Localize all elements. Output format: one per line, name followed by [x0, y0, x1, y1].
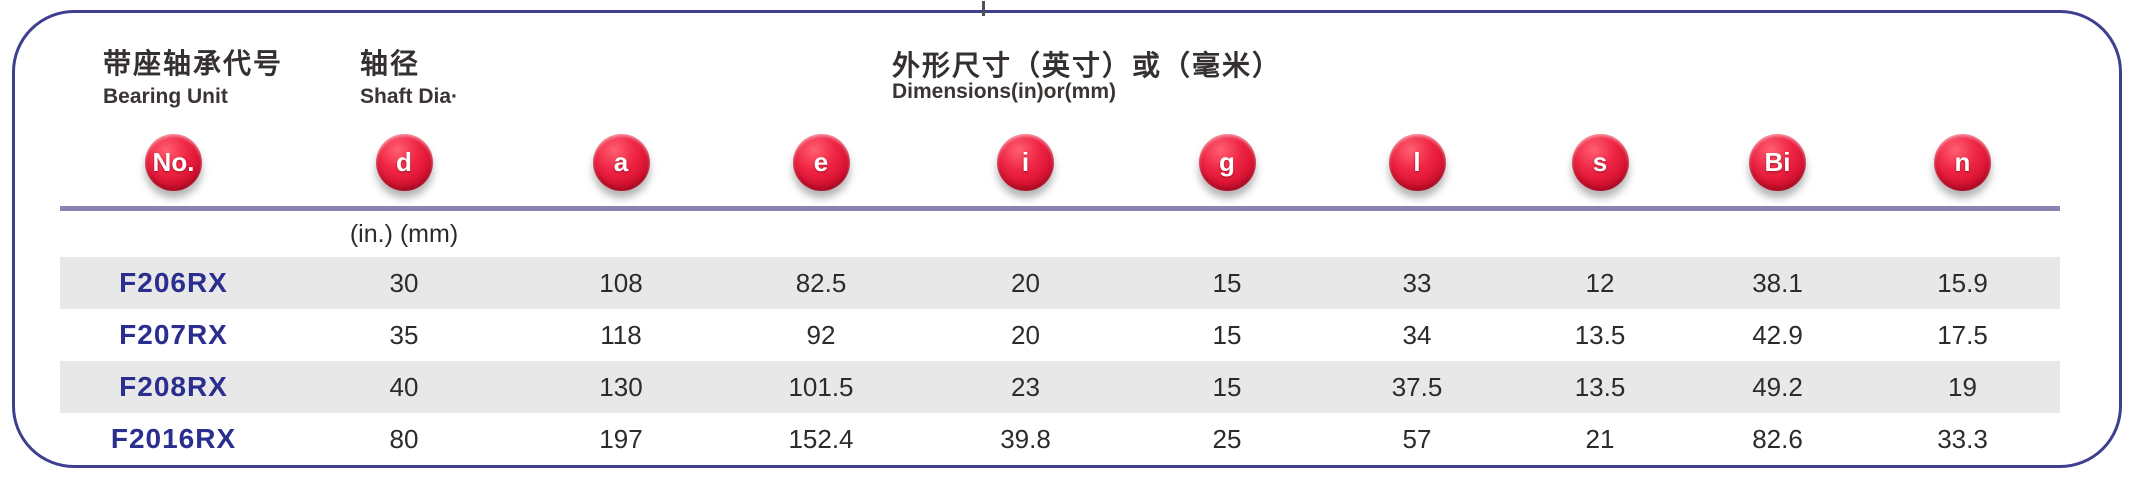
- bearing-unit-header-zh: 带座轴承代号: [103, 48, 284, 79]
- column-badge-e: e: [792, 133, 850, 191]
- value-cell: 108: [521, 257, 721, 309]
- dimensions-header-en: Dimensions(in)or(mm): [892, 80, 1117, 103]
- column-badge-s: s: [1571, 133, 1629, 191]
- column-badge-label: a: [613, 147, 629, 177]
- value-cell: 15: [1130, 257, 1324, 309]
- value-cell: 80: [389, 423, 419, 454]
- empty-cell: [521, 209, 721, 258]
- column-badge-g: g: [1198, 133, 1256, 191]
- bearing-spec-table: No. d a e i g l s Bi n (in.) (mm) F206RX 30 108 82.5…: [60, 124, 2060, 465]
- column-badge-bi: Bi: [1749, 133, 1806, 191]
- unit-note-cell: (in.) (mm): [349, 219, 459, 248]
- value-cell: 15: [1130, 361, 1324, 413]
- column-badge-no: No.: [145, 133, 202, 191]
- value-cell: 42.9: [1752, 319, 1803, 350]
- tick-mark: [982, 1, 985, 16]
- value-cell: 17.5: [1937, 319, 1988, 350]
- value-cell: 57: [1402, 423, 1432, 454]
- value-cell: 33: [1324, 257, 1510, 309]
- column-badge-i: i: [997, 133, 1054, 191]
- value-cell: 39.8: [1000, 423, 1051, 454]
- column-header-cell: e: [721, 124, 921, 211]
- column-badge-label: No.: [152, 147, 195, 177]
- value-cell: 82.6: [1752, 423, 1803, 454]
- column-badge-l: l: [1388, 133, 1446, 191]
- column-header-cell: d: [287, 124, 521, 211]
- value-cell: 197: [599, 423, 643, 454]
- table-row-f207rx: F207RX 35 118 92 20 15 34 13.5 42.9 17.5: [60, 309, 2060, 361]
- value-cell: 20: [921, 257, 1130, 309]
- bearing-name-cell: F207RX: [119, 319, 228, 350]
- column-header-cell: l: [1324, 124, 1510, 211]
- shaft-dia-header-en: Shaft Dia·: [360, 85, 459, 108]
- value-cell: 82.5: [721, 257, 921, 309]
- value-cell: 118: [600, 319, 642, 350]
- column-badge-row: No. d a e i g l s Bi n: [60, 124, 2060, 211]
- empty-cell: [1865, 209, 2060, 258]
- value-cell: 49.2: [1690, 361, 1865, 413]
- bearing-name-cell: F208RX: [60, 361, 287, 413]
- column-header-cell: g: [1130, 124, 1324, 211]
- value-cell: 15: [1212, 319, 1242, 350]
- column-header-cell: Bi: [1690, 124, 1865, 211]
- table-border-panel: 带座轴承代号 Bearing Unit 轴径 Shaft Dia· 外形尺寸（英…: [12, 10, 2122, 468]
- dimensions-header-zh: 外形尺寸（英寸）或（毫米）: [892, 50, 1283, 81]
- shaft-dia-header-zh: 轴径: [360, 48, 421, 79]
- column-badge-a: a: [592, 133, 650, 191]
- column-badge-label: Bi: [1764, 147, 1791, 177]
- column-badge-n: n: [1934, 133, 1991, 191]
- column-header-cell: n: [1865, 124, 2060, 211]
- empty-cell: [60, 209, 287, 258]
- column-badge-label: e: [813, 147, 829, 177]
- value-cell: 20: [1011, 319, 1040, 350]
- value-cell: 34: [1402, 319, 1432, 350]
- column-badge-label: l: [1413, 147, 1421, 177]
- empty-cell: [921, 209, 1130, 258]
- value-cell: 35: [389, 319, 419, 350]
- value-cell: 40: [287, 361, 521, 413]
- value-cell: 23: [921, 361, 1130, 413]
- value-cell: 15.9: [1865, 257, 2060, 309]
- value-cell: 38.1: [1690, 257, 1865, 309]
- column-badge-d: d: [375, 133, 433, 191]
- unit-note-row: (in.) (mm): [60, 209, 2060, 258]
- table-row-f208rx: F208RX 40 130 101.5 23 15 37.5 13.5 49.2 19: [60, 361, 2060, 413]
- column-badge-label: i: [1021, 147, 1030, 177]
- value-cell: 19: [1865, 361, 2060, 413]
- value-cell: 152.4: [788, 423, 854, 454]
- empty-cell: [1690, 209, 1865, 258]
- value-cell: 21: [1585, 423, 1615, 454]
- value-cell: 33.3: [1937, 423, 1988, 454]
- value-cell: 92: [806, 319, 836, 350]
- empty-cell: [721, 209, 921, 258]
- bearing-name-cell: F2016RX: [110, 423, 237, 454]
- value-cell: 101.5: [721, 361, 921, 413]
- column-header-cell: a: [521, 124, 721, 211]
- column-header-cell: i: [921, 124, 1130, 211]
- value-cell: 30: [287, 257, 521, 309]
- value-cell: 12: [1510, 257, 1690, 309]
- empty-cell: [1510, 209, 1690, 258]
- value-cell: 13.5: [1510, 361, 1690, 413]
- column-badge-label: g: [1219, 147, 1235, 177]
- value-cell: 13.5: [1574, 319, 1626, 350]
- column-badge-label: n: [1954, 147, 1971, 177]
- empty-cell: [1130, 209, 1324, 258]
- column-badge-label: s: [1592, 147, 1608, 177]
- column-header-cell: No.: [60, 124, 287, 211]
- bearing-name-cell: F206RX: [60, 257, 287, 309]
- column-badge-label: d: [396, 147, 412, 177]
- value-cell: 25: [1212, 423, 1242, 454]
- bearing-unit-header-en: Bearing Unit: [103, 85, 228, 108]
- empty-cell: [1324, 209, 1510, 258]
- value-cell: 37.5: [1324, 361, 1510, 413]
- table-row-f2016rx: F2016RX 80 197 152.4 39.8 25 57 21 82.6 33.3: [60, 413, 2060, 465]
- table-row-f206rx: F206RX 30 108 82.5 20 15 33 12 38.1 15.9: [60, 257, 2060, 309]
- value-cell: 130: [521, 361, 721, 413]
- column-header-cell: s: [1510, 124, 1690, 211]
